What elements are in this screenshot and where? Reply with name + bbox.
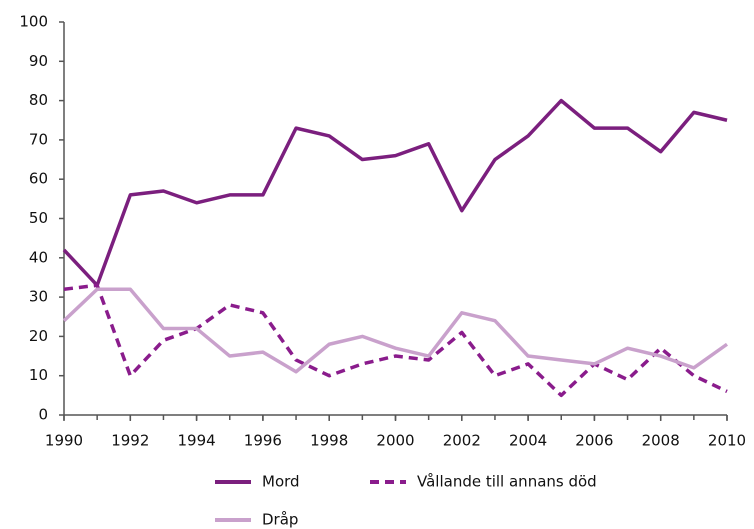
x-tick-label: 2006 — [575, 432, 613, 450]
y-tick-label: 80 — [29, 91, 48, 109]
x-tick-label: 2002 — [443, 432, 481, 450]
legend-label: Vållande till annans död — [417, 473, 597, 491]
y-tick-label: 40 — [29, 248, 48, 266]
series-line — [62, 98, 728, 288]
x-tick-label: 2008 — [642, 432, 680, 450]
y-tick-label: 30 — [29, 288, 48, 306]
y-tick-label: 70 — [29, 130, 48, 148]
legend-label: Dråp — [262, 511, 298, 529]
y-tick-label: 90 — [29, 52, 48, 70]
x-tick-label: 1996 — [244, 432, 282, 450]
x-tick-label: 1990 — [45, 432, 83, 450]
x-tick-label: 1998 — [310, 432, 348, 450]
y-tick-label: 100 — [19, 13, 48, 31]
y-tick-label: 0 — [38, 406, 48, 424]
x-tick-label: 2010 — [708, 432, 746, 450]
x-tick-label: 2004 — [509, 432, 547, 450]
series-line — [63, 283, 728, 398]
x-tick-label: 2000 — [376, 432, 414, 450]
x-tick-label: 1992 — [111, 432, 149, 450]
x-tick-label: 1994 — [178, 432, 216, 450]
y-tick-label: 60 — [29, 170, 48, 188]
series-line — [62, 287, 729, 374]
y-tick-label: 20 — [29, 327, 48, 345]
y-tick-label: 50 — [29, 209, 48, 227]
y-tick-label: 10 — [29, 366, 48, 384]
legend-label: Mord — [262, 473, 300, 491]
